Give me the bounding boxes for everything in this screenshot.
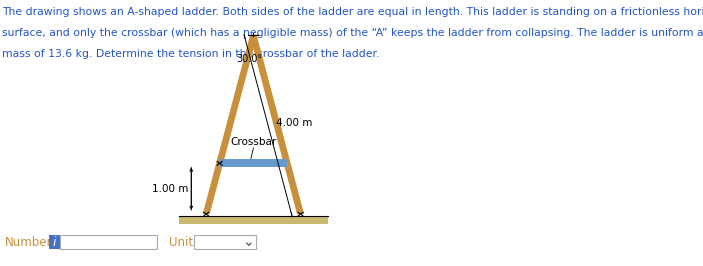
- Bar: [49, 235, 60, 250]
- Text: 4.00 m: 4.00 m: [276, 118, 312, 128]
- Text: 1.00 m: 1.00 m: [153, 184, 189, 194]
- Bar: [60, 235, 157, 250]
- Polygon shape: [202, 36, 257, 214]
- Text: Number: Number: [5, 236, 53, 248]
- Text: The drawing shows an A-shaped ladder. Both sides of the ladder are equal in leng: The drawing shows an A-shaped ladder. Bo…: [3, 7, 703, 17]
- Bar: [194, 235, 256, 250]
- Polygon shape: [250, 36, 304, 214]
- Text: surface, and only the crossbar (which has a negligible mass) of the “A” keeps th: surface, and only the crossbar (which ha…: [3, 28, 703, 38]
- Text: 30.0°: 30.0°: [236, 53, 262, 64]
- Polygon shape: [179, 216, 328, 224]
- Polygon shape: [219, 159, 287, 167]
- Text: Units: Units: [169, 236, 199, 248]
- Text: Crossbar: Crossbar: [231, 137, 276, 147]
- Text: mass of 13.6 kg. Determine the tension in the crossbar of the ladder.: mass of 13.6 kg. Determine the tension i…: [3, 49, 380, 59]
- Text: i: i: [53, 236, 56, 248]
- Text: ⌄: ⌄: [243, 235, 254, 249]
